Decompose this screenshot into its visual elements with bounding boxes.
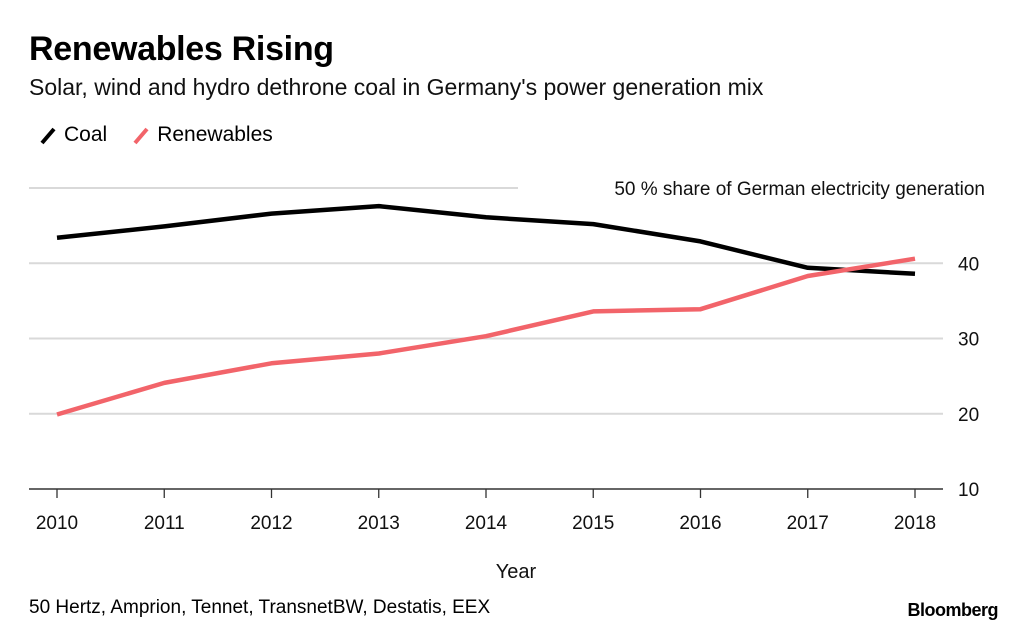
gridlines — [29, 187, 943, 415]
legend: Coal Renewables — [40, 123, 299, 147]
x-tick-label-2018: 2018 — [894, 513, 936, 534]
legend-label-renewables: Renewables — [157, 123, 273, 146]
x-tick-label-2013: 2013 — [358, 513, 400, 534]
legend-item-coal: Coal — [40, 123, 107, 147]
chart-title: Renewables Rising — [29, 30, 334, 68]
y-tick-label-20: 20 — [958, 405, 979, 426]
chart-subtitle: Solar, wind and hydro dethrone coal in G… — [29, 74, 764, 100]
legend-label-coal: Coal — [64, 123, 108, 146]
y-tick-label-10: 10 — [958, 480, 979, 501]
series-line-coal — [56, 203, 916, 277]
legend-item-renewables: Renewables — [133, 123, 273, 147]
bloomberg-logo: Bloomberg — [907, 600, 998, 620]
x-tick-label-2012: 2012 — [250, 513, 292, 534]
source-note: 50 Hertz, Amprion, Tennet, TransnetBW, D… — [29, 597, 491, 618]
x-tick-label-2016: 2016 — [679, 513, 721, 534]
legend-swatch-renewables — [133, 127, 149, 145]
legend-swatch-coal — [40, 127, 56, 145]
y-tick-label-30: 30 — [958, 330, 979, 351]
y-tick-label-40: 40 — [958, 254, 979, 275]
y-axis-tick-labels: 10 20 30 40 50 % share of German electricity… — [614, 179, 985, 501]
x-axis: 2010 2011 2012 2013 2014 2015 2016 2017 2018 — [29, 488, 943, 534]
x-tick-label-2014: 2014 — [465, 513, 508, 534]
series-lines — [56, 203, 916, 417]
series-line-renewables — [56, 256, 916, 417]
x-tick-label-2011: 2011 — [144, 513, 185, 534]
x-axis-label: Year — [496, 561, 537, 583]
x-tick-label-2017: 2017 — [787, 513, 829, 534]
x-tick-label-2015: 2015 — [572, 513, 614, 534]
y-tick-label-50: 50 % share of German electricity generat… — [614, 179, 985, 200]
x-tick-label-2010: 2010 — [36, 513, 78, 534]
